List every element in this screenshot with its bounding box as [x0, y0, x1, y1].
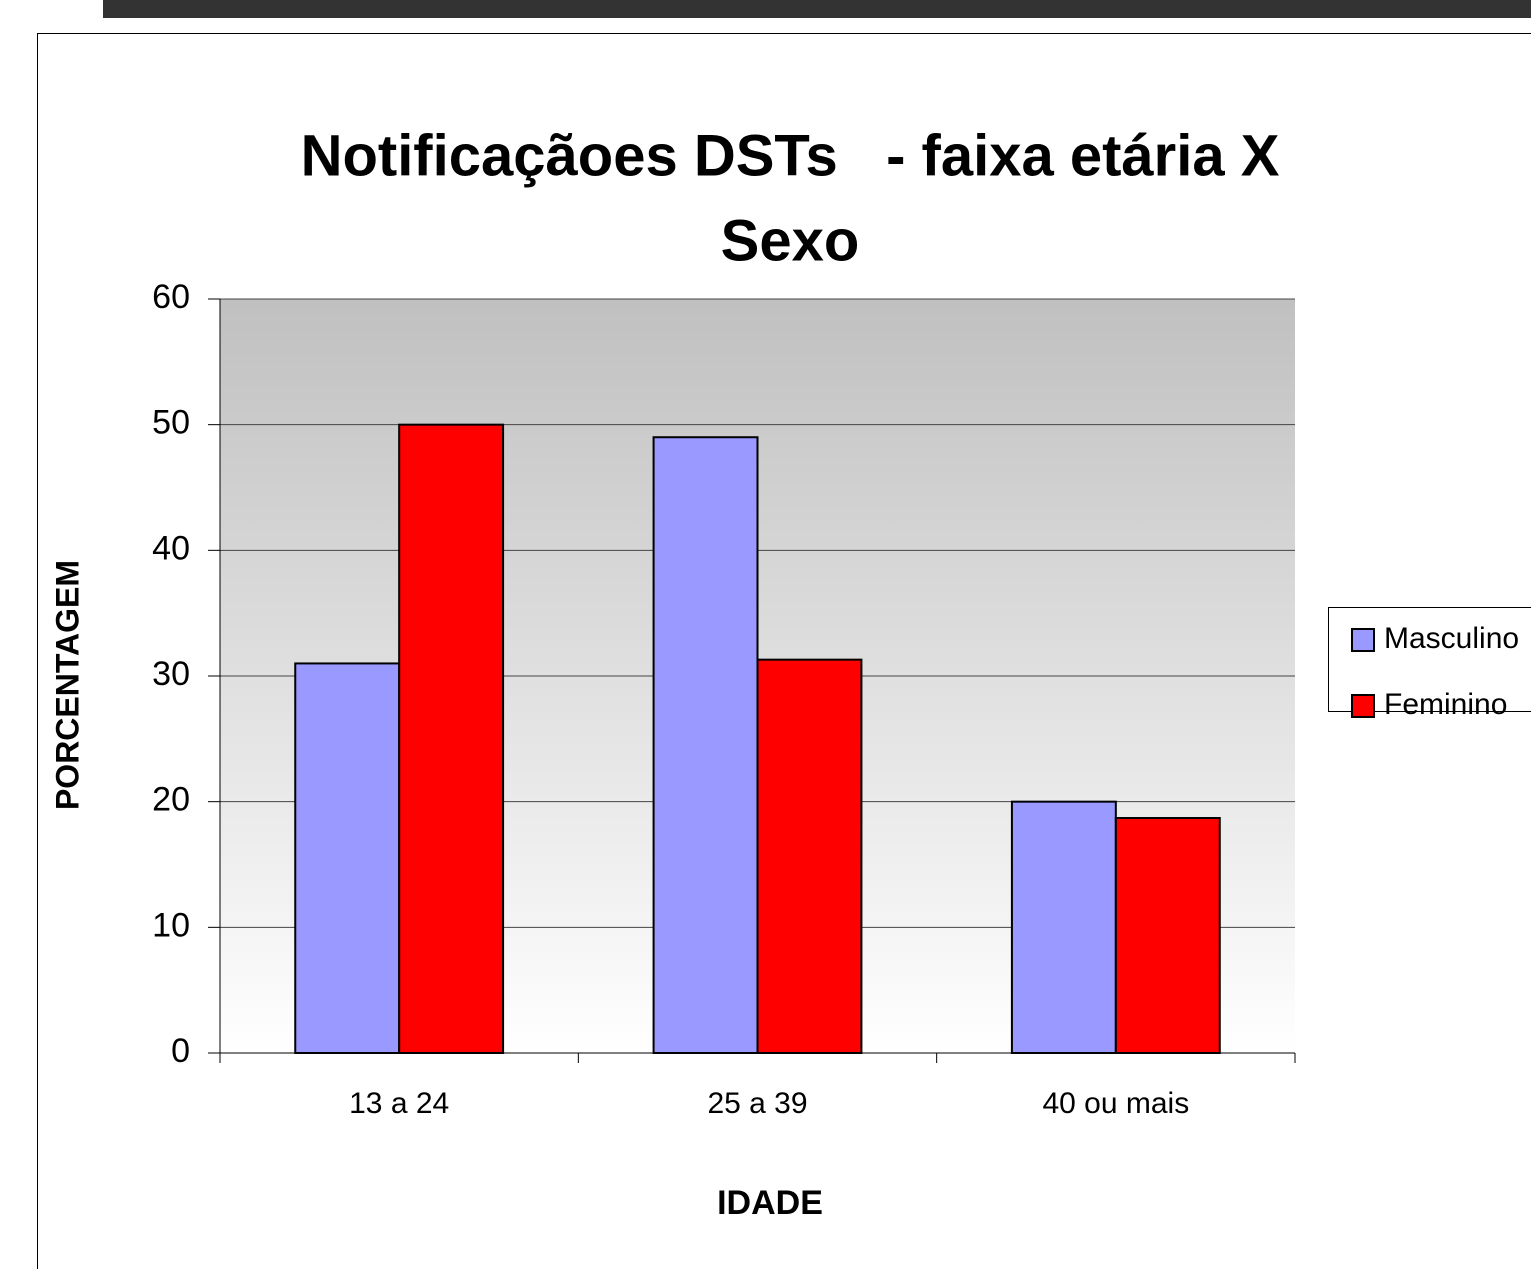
legend-swatch	[1351, 628, 1375, 652]
bar	[1010, 800, 1117, 1055]
bar	[294, 662, 401, 1055]
chart-title: Notificaçãoes DSTs - faixa etária X	[301, 123, 1280, 188]
legend	[1328, 607, 1531, 712]
y-axis-label: PORCENTAGEM	[49, 560, 85, 810]
x-tick-label: 25 a 39	[707, 1087, 807, 1120]
y-tick-label: 40	[152, 529, 190, 567]
y-tick-label: 0	[171, 1032, 190, 1070]
y-tick-label: 20	[152, 781, 190, 819]
legend-label: Feminino	[1384, 688, 1507, 721]
y-tick-label: 30	[152, 655, 190, 693]
chart-title: Sexo	[721, 208, 860, 273]
legend-swatch	[1351, 694, 1375, 718]
top-bar	[103, 0, 1531, 18]
x-tick-label: 13 a 24	[349, 1087, 449, 1120]
y-tick-label: 10	[152, 906, 190, 944]
bar	[1114, 817, 1221, 1055]
x-axis-label: IDADE	[717, 1184, 823, 1222]
y-tick-label: 50	[152, 404, 190, 442]
bar	[398, 423, 505, 1054]
bar	[652, 436, 759, 1054]
legend-label: Masculino	[1384, 622, 1519, 655]
y-tick-label: 60	[152, 278, 190, 316]
bar	[756, 658, 863, 1054]
x-tick-label: 40 ou mais	[1042, 1087, 1189, 1120]
